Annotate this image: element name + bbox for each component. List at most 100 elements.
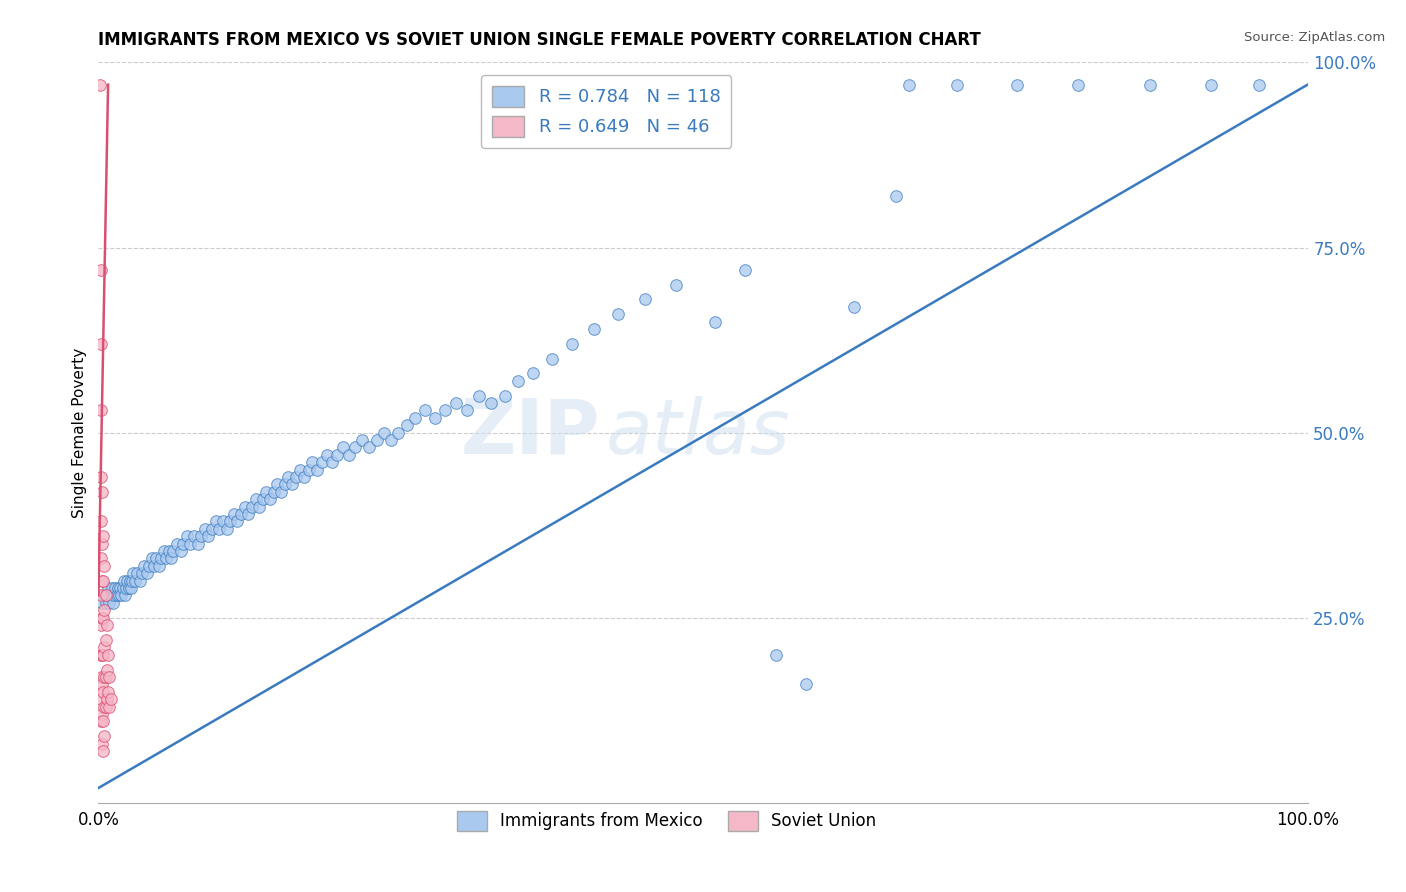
Point (91, 714, 114, 729)
Point (93, 558, 115, 573)
Point (298, 462, 321, 476)
Point (91, 648, 114, 662)
Point (259, 492, 281, 507)
Point (111, 581, 134, 595)
Point (100, 692, 122, 706)
Point (332, 441, 354, 455)
Point (160, 551, 183, 566)
Point (665, 277, 688, 292)
Point (561, 336, 583, 351)
Point (506, 374, 529, 388)
Point (91, 706, 114, 721)
Point (91, 744, 114, 758)
Point (946, 78, 969, 92)
Point (155, 551, 177, 566)
Point (219, 515, 242, 529)
Point (107, 581, 129, 595)
Text: ZIP: ZIP (461, 396, 600, 469)
Point (456, 403, 478, 417)
Point (413, 403, 436, 417)
Point (89, 78, 111, 92)
Point (208, 522, 231, 536)
Point (212, 515, 235, 529)
Point (98, 596, 121, 610)
Point (897, 78, 920, 92)
Point (122, 566, 145, 581)
Point (233, 500, 256, 514)
Point (187, 536, 209, 550)
Point (93, 640, 115, 655)
Point (127, 566, 149, 581)
Point (446, 396, 468, 410)
Point (93, 589, 115, 603)
Point (1007, 78, 1029, 92)
Point (91, 685, 114, 699)
Point (91, 574, 114, 588)
Point (90, 470, 112, 484)
Point (100, 589, 122, 603)
Point (138, 558, 160, 573)
Point (134, 558, 156, 573)
Point (540, 351, 562, 366)
Point (204, 515, 226, 529)
Point (105, 589, 128, 603)
Point (93, 729, 115, 743)
Point (252, 492, 274, 507)
Point (794, 677, 817, 691)
Point (90, 262, 112, 277)
Point (94, 632, 117, 647)
Point (110, 589, 132, 603)
Point (343, 441, 366, 455)
Point (157, 544, 180, 558)
Point (141, 551, 163, 566)
Point (128, 574, 150, 588)
Text: IMMIGRANTS FROM MEXICO VS SOVIET UNION SINGLE FEMALE POVERTY CORRELATION CHART: IMMIGRANTS FROM MEXICO VS SOVIET UNION S… (98, 31, 981, 49)
Point (359, 441, 381, 455)
Point (197, 529, 219, 543)
Point (201, 522, 224, 536)
Point (90, 618, 112, 632)
Point (100, 581, 122, 595)
Point (325, 448, 347, 462)
Point (316, 448, 339, 462)
Point (607, 307, 630, 321)
Point (118, 581, 141, 595)
Point (121, 574, 143, 588)
Point (91, 536, 114, 550)
Point (162, 544, 184, 558)
Point (1139, 78, 1161, 92)
Point (229, 507, 252, 521)
Point (366, 433, 388, 447)
Point (108, 589, 131, 603)
Y-axis label: Single Female Poverty: Single Female Poverty (72, 348, 87, 517)
Point (96, 663, 118, 677)
Point (373, 425, 395, 440)
Point (337, 448, 360, 462)
Point (97, 581, 120, 595)
Point (704, 314, 727, 328)
Point (90, 589, 112, 603)
Point (423, 410, 446, 425)
Point (886, 188, 908, 202)
Point (91, 529, 114, 543)
Point (404, 410, 426, 425)
Point (101, 596, 124, 610)
Point (494, 388, 516, 402)
Point (93, 670, 115, 684)
Point (91, 484, 114, 499)
Point (90, 670, 112, 684)
Point (277, 470, 299, 484)
Text: Source: ZipAtlas.com: Source: ZipAtlas.com (1244, 31, 1385, 45)
Point (97, 648, 120, 662)
Point (96, 618, 118, 632)
Point (169, 544, 191, 558)
Point (307, 462, 329, 476)
Point (94, 596, 117, 610)
Point (583, 322, 606, 336)
Point (150, 551, 173, 566)
Point (263, 484, 285, 499)
Point (166, 536, 188, 550)
Point (190, 529, 212, 543)
Point (321, 455, 343, 469)
Point (387, 425, 409, 440)
